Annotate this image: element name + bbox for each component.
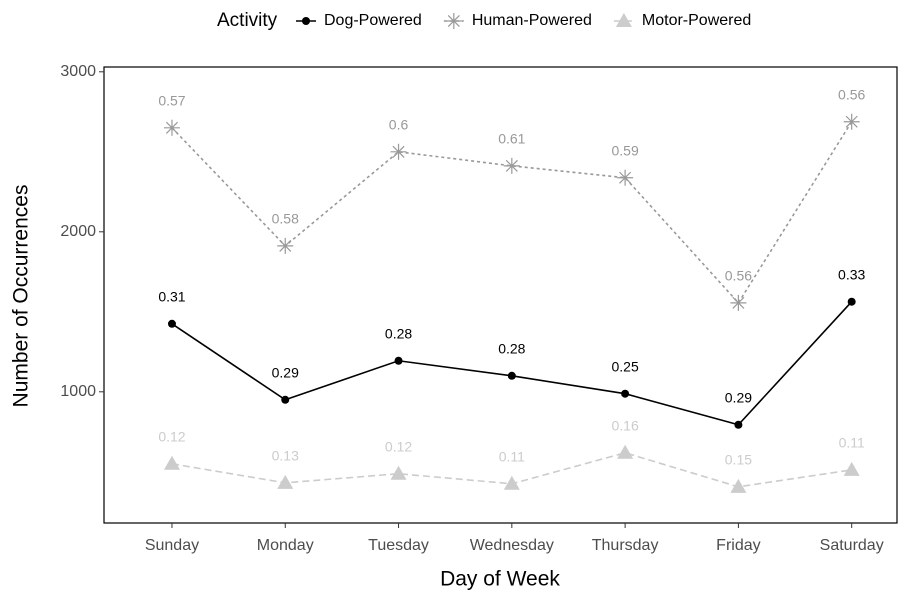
x-tick-label: Friday <box>716 537 760 554</box>
point <box>390 465 407 480</box>
value-annotation: 0.11 <box>839 435 865 451</box>
point <box>163 119 180 136</box>
legend-label: Human-Powered <box>472 12 592 29</box>
legend-label: Dog-Powered <box>324 12 422 29</box>
point <box>390 143 407 160</box>
x-tick-label: Saturday <box>820 537 884 554</box>
value-annotation: 0.6 <box>389 117 409 133</box>
point <box>507 371 516 380</box>
value-annotation: 0.29 <box>725 389 752 405</box>
point <box>277 474 294 489</box>
x-tick-label: Sunday <box>145 537 199 554</box>
value-annotation: 0.12 <box>158 429 185 445</box>
point <box>163 455 180 470</box>
point <box>621 389 630 398</box>
value-annotation: 0.57 <box>158 93 185 109</box>
point <box>167 319 176 328</box>
value-annotation: 0.33 <box>838 266 865 282</box>
point <box>730 294 747 311</box>
point <box>843 113 860 130</box>
value-annotation: 0.13 <box>272 448 299 464</box>
value-annotation: 0.56 <box>838 86 865 102</box>
value-annotation: 0.15 <box>725 452 752 468</box>
point <box>730 478 747 493</box>
point <box>445 13 462 29</box>
value-annotation: 0.12 <box>385 438 412 454</box>
value-annotation: 0.58 <box>272 211 299 227</box>
value-annotation: 0.31 <box>158 289 185 305</box>
x-tick-label: Monday <box>257 537 314 554</box>
value-annotation: 0.25 <box>611 358 638 374</box>
point <box>302 17 310 25</box>
x-tick-label: Tuesday <box>368 537 429 554</box>
value-annotation: 0.61 <box>498 131 525 147</box>
y-axis-label: Number of Occurrences <box>10 185 33 408</box>
point <box>734 420 743 429</box>
plot-border <box>103 66 898 524</box>
legend-label: Motor-Powered <box>642 12 751 29</box>
y-tick-label: 2000 <box>60 223 96 240</box>
value-annotation: 0.16 <box>611 417 638 433</box>
value-annotation: 0.59 <box>611 142 638 158</box>
point <box>617 169 634 186</box>
y-tick-label: 3000 <box>60 63 96 80</box>
point <box>847 297 856 306</box>
point <box>394 356 403 365</box>
x-tick-label: Wednesday <box>470 537 554 554</box>
series-line <box>171 301 853 426</box>
point <box>617 444 634 459</box>
point <box>843 461 860 476</box>
value-annotation: 0.11 <box>499 449 525 465</box>
value-annotation: 0.56 <box>725 268 752 284</box>
legend-title: Activity <box>217 10 278 31</box>
point <box>277 237 294 254</box>
value-annotation: 0.28 <box>498 341 525 357</box>
y-tick-label: 1000 <box>60 383 96 400</box>
point <box>615 13 632 27</box>
value-annotation: 0.29 <box>272 365 299 381</box>
point <box>503 157 520 174</box>
point <box>503 475 520 490</box>
x-tick-label: Thursday <box>592 537 659 554</box>
x-axis-label: Day of Week <box>440 568 560 591</box>
point <box>281 395 290 404</box>
value-annotation: 0.28 <box>385 325 412 341</box>
